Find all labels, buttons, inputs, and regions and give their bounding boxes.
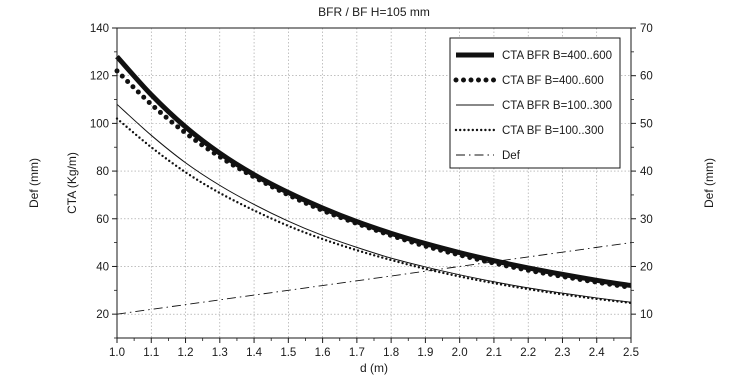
- y-left-tick-label: 120: [90, 71, 109, 83]
- series-group: [114, 54, 634, 315]
- y-right-tick-label: 20: [640, 261, 653, 273]
- y-left-label-top: Def (mm): [27, 158, 41, 208]
- y-left-tick-label: 140: [90, 23, 109, 35]
- x-tick-label: 2.5: [623, 347, 639, 359]
- series-line-cta-bfr-b-100-300: [116, 103, 632, 303]
- y-right-tick-label: 10: [640, 309, 653, 321]
- legend-entry-label: CTA BF B=100..300: [502, 125, 604, 137]
- x-tick-label: 1.4: [246, 347, 263, 359]
- legend-box: [449, 37, 621, 169]
- y-left-tick-label: 60: [96, 214, 109, 226]
- x-tick-label: 1.5: [280, 347, 296, 359]
- y-right-label: Def (mm): [702, 158, 716, 208]
- legend-entry-label: CTA BF B=400..600: [502, 75, 604, 87]
- legend: CTA BFR B=400..600 CTA BF B=400..600 CTA B…: [449, 37, 621, 169]
- legend-entry-label: Def: [502, 150, 521, 162]
- y-left-tick-label: 100: [90, 118, 109, 130]
- y-right-tick-label: 40: [640, 166, 653, 178]
- x-axis-label: d (m): [360, 361, 388, 375]
- y-right-tick-label: 50: [640, 118, 653, 130]
- x-tick-label: 1.6: [315, 347, 331, 359]
- y-right-tick-label: 70: [640, 23, 653, 35]
- series-line-cta-bf-b-100-300: [115, 117, 633, 305]
- series-line-cta-bfr-b-400-600: [115, 54, 632, 289]
- series-line-cta-bf-b-400-600: [114, 68, 634, 290]
- y-left-tick-label: 80: [96, 166, 109, 178]
- x-tick-label: 1.3: [212, 347, 228, 359]
- x-tick-label: 1.9: [417, 347, 433, 359]
- x-tick-label: 2.2: [520, 347, 536, 359]
- x-tick-label: 1.2: [178, 347, 194, 359]
- y-left-tick-label: 20: [96, 309, 109, 321]
- y-left-tick-label: 40: [96, 261, 109, 273]
- x-tick-label: 1.8: [383, 347, 399, 359]
- x-tick-label: 1.1: [143, 347, 159, 359]
- x-tick-label: 1.0: [109, 347, 125, 359]
- y-right-tick-label: 30: [640, 214, 653, 226]
- x-tick-label: 2.3: [554, 347, 570, 359]
- legend-entry-label: CTA BFR B=100..300: [502, 100, 612, 112]
- legend-entry-label: CTA BFR B=400..600: [502, 50, 612, 62]
- chart-title: BFR / BF H=105 mm: [318, 5, 430, 19]
- x-tick-label: 2.1: [486, 347, 502, 359]
- ticks: 1.0 1.1 1.2 1.3 1.4 1.5 1.6 1.7 1.8 1.9 2.0 2.1 2.2 2…: [90, 23, 653, 359]
- x-tick-label: 2.0: [452, 347, 468, 359]
- x-tick-label: 1.7: [349, 347, 365, 359]
- y-left-label-bottom: CTA (Kg/m): [65, 152, 79, 214]
- x-tick-label: 2.4: [589, 347, 606, 359]
- series-line-def: [116, 242, 632, 315]
- y-right-tick-label: 60: [640, 71, 653, 83]
